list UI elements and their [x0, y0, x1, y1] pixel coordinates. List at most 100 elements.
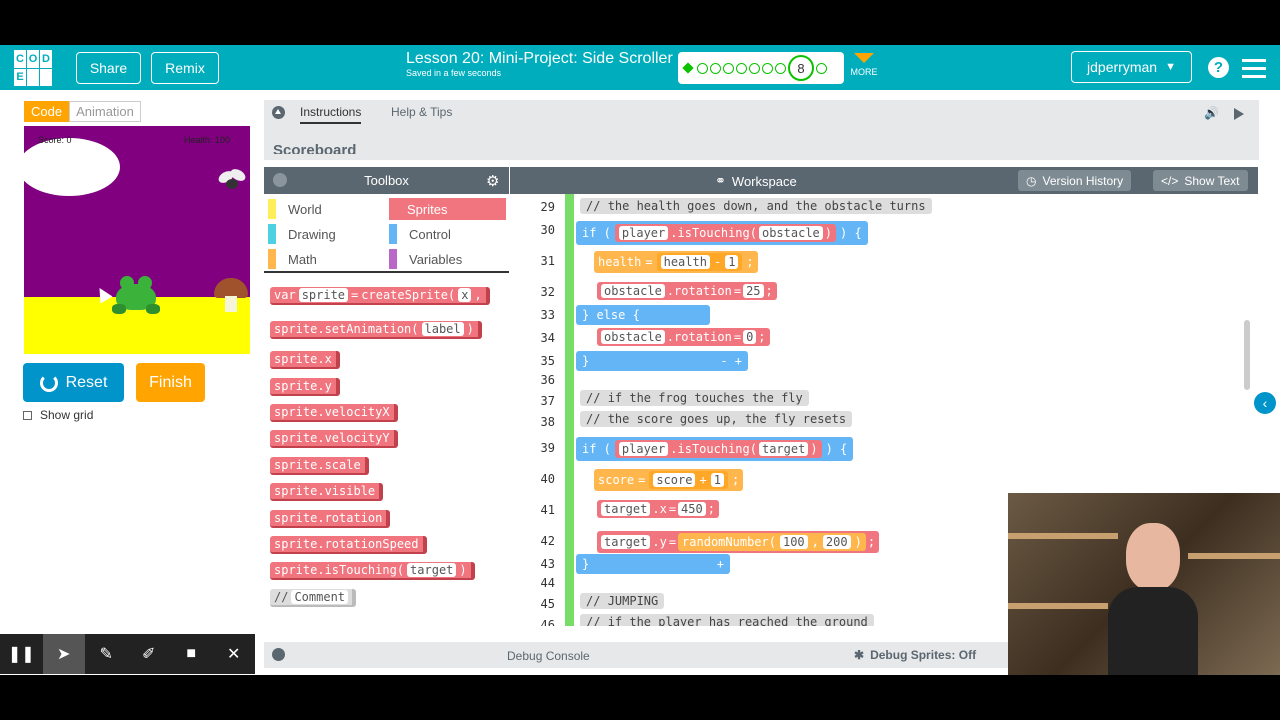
category-sprites[interactable]: Sprites [389, 198, 506, 220]
expand-debug-icon[interactable] [272, 648, 285, 661]
block-sprite-is-touching[interactable]: sprite.isTouching(target) [270, 562, 475, 580]
instructions-heading: Scoreboard [273, 142, 357, 154]
level-dot[interactable] [749, 62, 760, 74]
level-dot[interactable] [816, 62, 827, 74]
set-rotation-block[interactable]: obstacle .rotation = 0; [597, 328, 770, 346]
frog-sprite [110, 274, 162, 316]
camera-icon[interactable]: ■ [186, 645, 197, 662]
level-dot[interactable] [762, 62, 773, 74]
comment-block[interactable]: // if the player has reached the ground [580, 614, 874, 626]
debug-sprites-toggle[interactable]: ✱ Debug Sprites: Off [844, 645, 984, 665]
block-set-animation[interactable]: sprite.setAnimation(label) [270, 321, 482, 339]
category-drawing[interactable]: Drawing [268, 223, 336, 245]
tab-code[interactable]: Code [24, 101, 70, 122]
level-progress: 8 [678, 52, 844, 84]
tab-instructions[interactable]: Instructions [300, 105, 362, 124]
category-world[interactable]: World [268, 198, 322, 220]
speaker-icon[interactable]: 🔊 [1204, 106, 1219, 120]
block-sprite-rotation-speed[interactable]: sprite.rotationSpeed [270, 536, 427, 554]
category-variables[interactable]: Variables [389, 248, 462, 270]
comment-block[interactable]: // JUMPING [580, 593, 665, 609]
if-block-end[interactable]: } + [576, 554, 730, 574]
link-icon: ⚭ [715, 173, 726, 188]
assign-score-block[interactable]: score = score +1 ; [594, 469, 744, 491]
category-math[interactable]: Math [268, 248, 317, 270]
comment-block[interactable]: // if the frog touches the fly [580, 390, 809, 406]
reset-button[interactable]: Reset [23, 363, 124, 402]
block-sprite-rotation[interactable]: sprite.rotation [270, 510, 391, 528]
level-dot[interactable] [775, 62, 786, 74]
fly-sprite [216, 166, 248, 192]
level-dot[interactable] [736, 62, 747, 74]
version-history-button[interactable]: ◷ Version History [1018, 170, 1132, 191]
block-create-sprite[interactable]: var sprite = createSprite(x, [270, 287, 490, 305]
toolbox-categories: World Sprites Drawing Control Math Varia… [264, 194, 509, 274]
show-text-label: Show Text [1184, 173, 1240, 188]
line-number: 38 [540, 415, 555, 429]
block-sprite-scale[interactable]: sprite.scale [270, 457, 369, 475]
stage-score-text: Score: 0 [38, 135, 72, 145]
username: jdperryman [1087, 59, 1158, 75]
set-target-x-block[interactable]: target .x = 450; [597, 500, 719, 518]
block-comment[interactable]: //Comment [270, 589, 357, 607]
comment-block[interactable]: // the score goes up, the fly resets [580, 411, 853, 427]
block-sprite-velocityx[interactable]: sprite.velocityX [270, 404, 398, 422]
block-sprite-visible[interactable]: sprite.visible [270, 483, 384, 501]
pause-icon[interactable]: ❚❚ [7, 646, 35, 663]
if-block[interactable]: if ( player .isTouching(obstacle) ) { [576, 221, 868, 245]
code-org-logo[interactable]: C O D E [14, 50, 52, 86]
show-grid-checkbox[interactable] [23, 410, 32, 420]
block-sprite-y[interactable]: sprite.y [270, 378, 340, 396]
more-button[interactable]: MORE [848, 53, 880, 77]
line-number: 45 [540, 597, 555, 611]
category-control[interactable]: Control [389, 223, 451, 245]
share-button[interactable]: Share [76, 52, 141, 84]
line-number: 46 [540, 618, 555, 626]
level-dot[interactable] [723, 62, 734, 74]
logo-letter [27, 68, 39, 86]
tab-animation[interactable]: Animation [69, 101, 141, 122]
block-sprite-velocityy[interactable]: sprite.velocityY [270, 430, 398, 448]
workspace-title-group: ⚭ Workspace [715, 173, 797, 189]
level-dot[interactable] [710, 62, 721, 74]
clock-icon: ◷ [1026, 173, 1037, 188]
pointer-icon[interactable]: ➤ [42, 634, 85, 674]
current-level[interactable]: 8 [788, 55, 814, 81]
remix-button[interactable]: Remix [151, 52, 219, 84]
comment-block[interactable]: // the health goes down, and the obstacl… [580, 198, 932, 214]
logo-letter: E [14, 68, 26, 86]
level-dot[interactable] [697, 62, 708, 74]
help-icon[interactable]: ? [1208, 57, 1229, 78]
collapse-icon[interactable] [272, 106, 285, 119]
code-icon: </> [1161, 173, 1179, 188]
finish-button[interactable]: Finish [136, 363, 205, 402]
gear-icon[interactable]: ⚙ [486, 173, 500, 190]
bug-icon: ✱ [854, 648, 865, 662]
workspace-scrollbar[interactable] [1244, 320, 1250, 390]
if-block-end[interactable]: } - + [576, 351, 748, 371]
assign-health-block[interactable]: health = health -1 ; [594, 251, 758, 273]
play-icon[interactable] [1234, 108, 1244, 120]
caret-down-icon: ▼ [1165, 61, 1176, 73]
block-sprite-x[interactable]: sprite.x [270, 351, 340, 369]
collapse-toolbox-icon[interactable] [273, 173, 287, 187]
hamburger-menu-icon[interactable] [1242, 59, 1266, 83]
line-number: 43 [540, 557, 555, 571]
user-menu[interactable]: jdperryman ▼ [1071, 51, 1192, 83]
game-stage[interactable]: Score: 0 Health: 100 [24, 126, 250, 354]
level-diamond-icon[interactable] [682, 62, 694, 74]
chevron-left-icon[interactable]: ‹ [1254, 392, 1276, 414]
show-grid-toggle[interactable]: Show grid [23, 408, 93, 422]
set-target-y-block[interactable]: target .y = randomNumber(100, 200) ; [597, 531, 880, 553]
tab-help-tips[interactable]: Help & Tips [391, 105, 453, 119]
reset-label: Reset [65, 373, 108, 391]
line-number: 44 [540, 576, 555, 590]
close-icon[interactable]: ✕ [227, 646, 241, 663]
chevron-down-icon [854, 53, 874, 63]
if-block[interactable]: if ( player .isTouching(target) ) { [576, 437, 854, 461]
pen-icon[interactable]: ✎ [99, 646, 113, 663]
set-rotation-block[interactable]: obstacle .rotation = 25; [597, 282, 777, 300]
highlighter-icon[interactable]: ✐ [142, 646, 156, 663]
else-block[interactable]: } else { [576, 305, 710, 325]
show-text-button[interactable]: </> Show Text [1153, 170, 1248, 191]
